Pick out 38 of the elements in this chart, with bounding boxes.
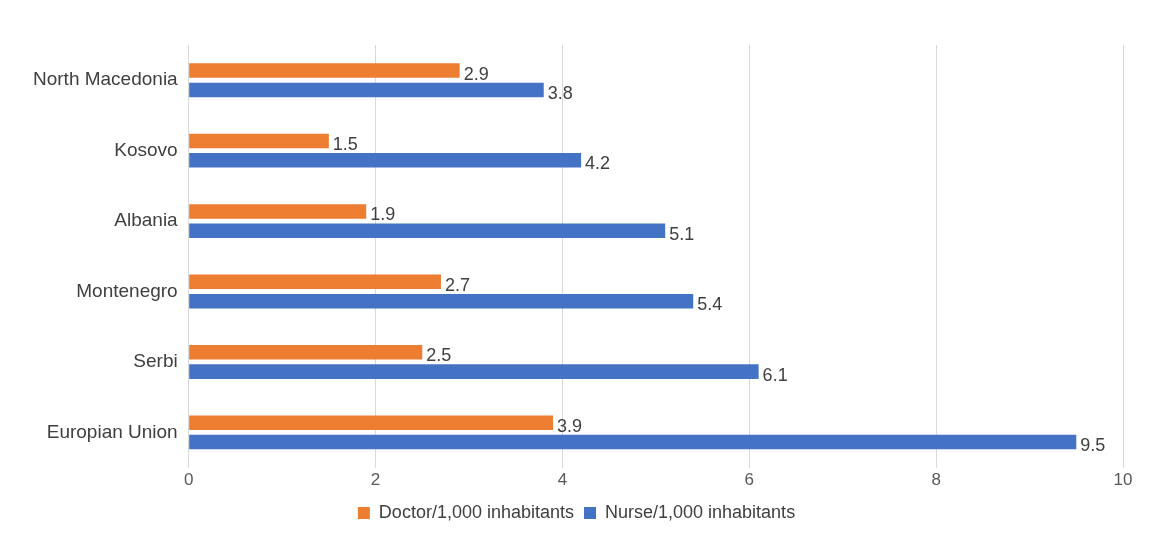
y-tick-label: Kosovo: [114, 138, 178, 160]
x-tick-label: 6: [744, 470, 755, 490]
x-tick-label: 10: [1113, 470, 1133, 490]
data-label: 5.1: [669, 223, 695, 244]
data-label: 2.9: [463, 63, 489, 84]
bar: [189, 434, 1077, 450]
data-label: 4.2: [585, 153, 611, 174]
y-tick-label: Europian Union: [46, 420, 178, 442]
data-label: 9.5: [1080, 435, 1106, 456]
y-tick-label: Albania: [114, 209, 179, 231]
bar: [189, 223, 666, 239]
legend-label: Nurse/1,000 inhabitants: [605, 501, 796, 522]
bar: [189, 364, 759, 379]
data-label: 2.5: [426, 345, 452, 366]
x-tick-label: 8: [931, 470, 941, 490]
bar: [189, 153, 582, 168]
y-tick-label: Serbi: [133, 350, 178, 372]
bar: [189, 133, 329, 149]
bar: [189, 82, 544, 98]
data-label: 3.9: [557, 415, 583, 436]
bar: [189, 345, 423, 360]
bar: [189, 63, 460, 78]
y-tick-label: Montenegro: [76, 279, 178, 301]
bar: [189, 293, 694, 309]
data-label: 6.1: [762, 364, 788, 385]
bar: [189, 204, 367, 219]
data-label: 1.9: [370, 204, 396, 225]
data-label: 5.4: [697, 294, 723, 315]
bar: [189, 415, 554, 430]
legend-label: Doctor/1,000 inhabitants: [378, 501, 575, 522]
data-label: 1.5: [332, 133, 358, 154]
y-tick-label: North Macedonia: [32, 68, 179, 90]
bar: [189, 274, 441, 290]
x-tick-label: 0: [183, 470, 194, 490]
data-label: 2.7: [444, 274, 470, 295]
x-tick-label: 2: [370, 470, 381, 490]
x-tick-label: 4: [557, 470, 568, 490]
data-label: 3.8: [547, 82, 573, 103]
